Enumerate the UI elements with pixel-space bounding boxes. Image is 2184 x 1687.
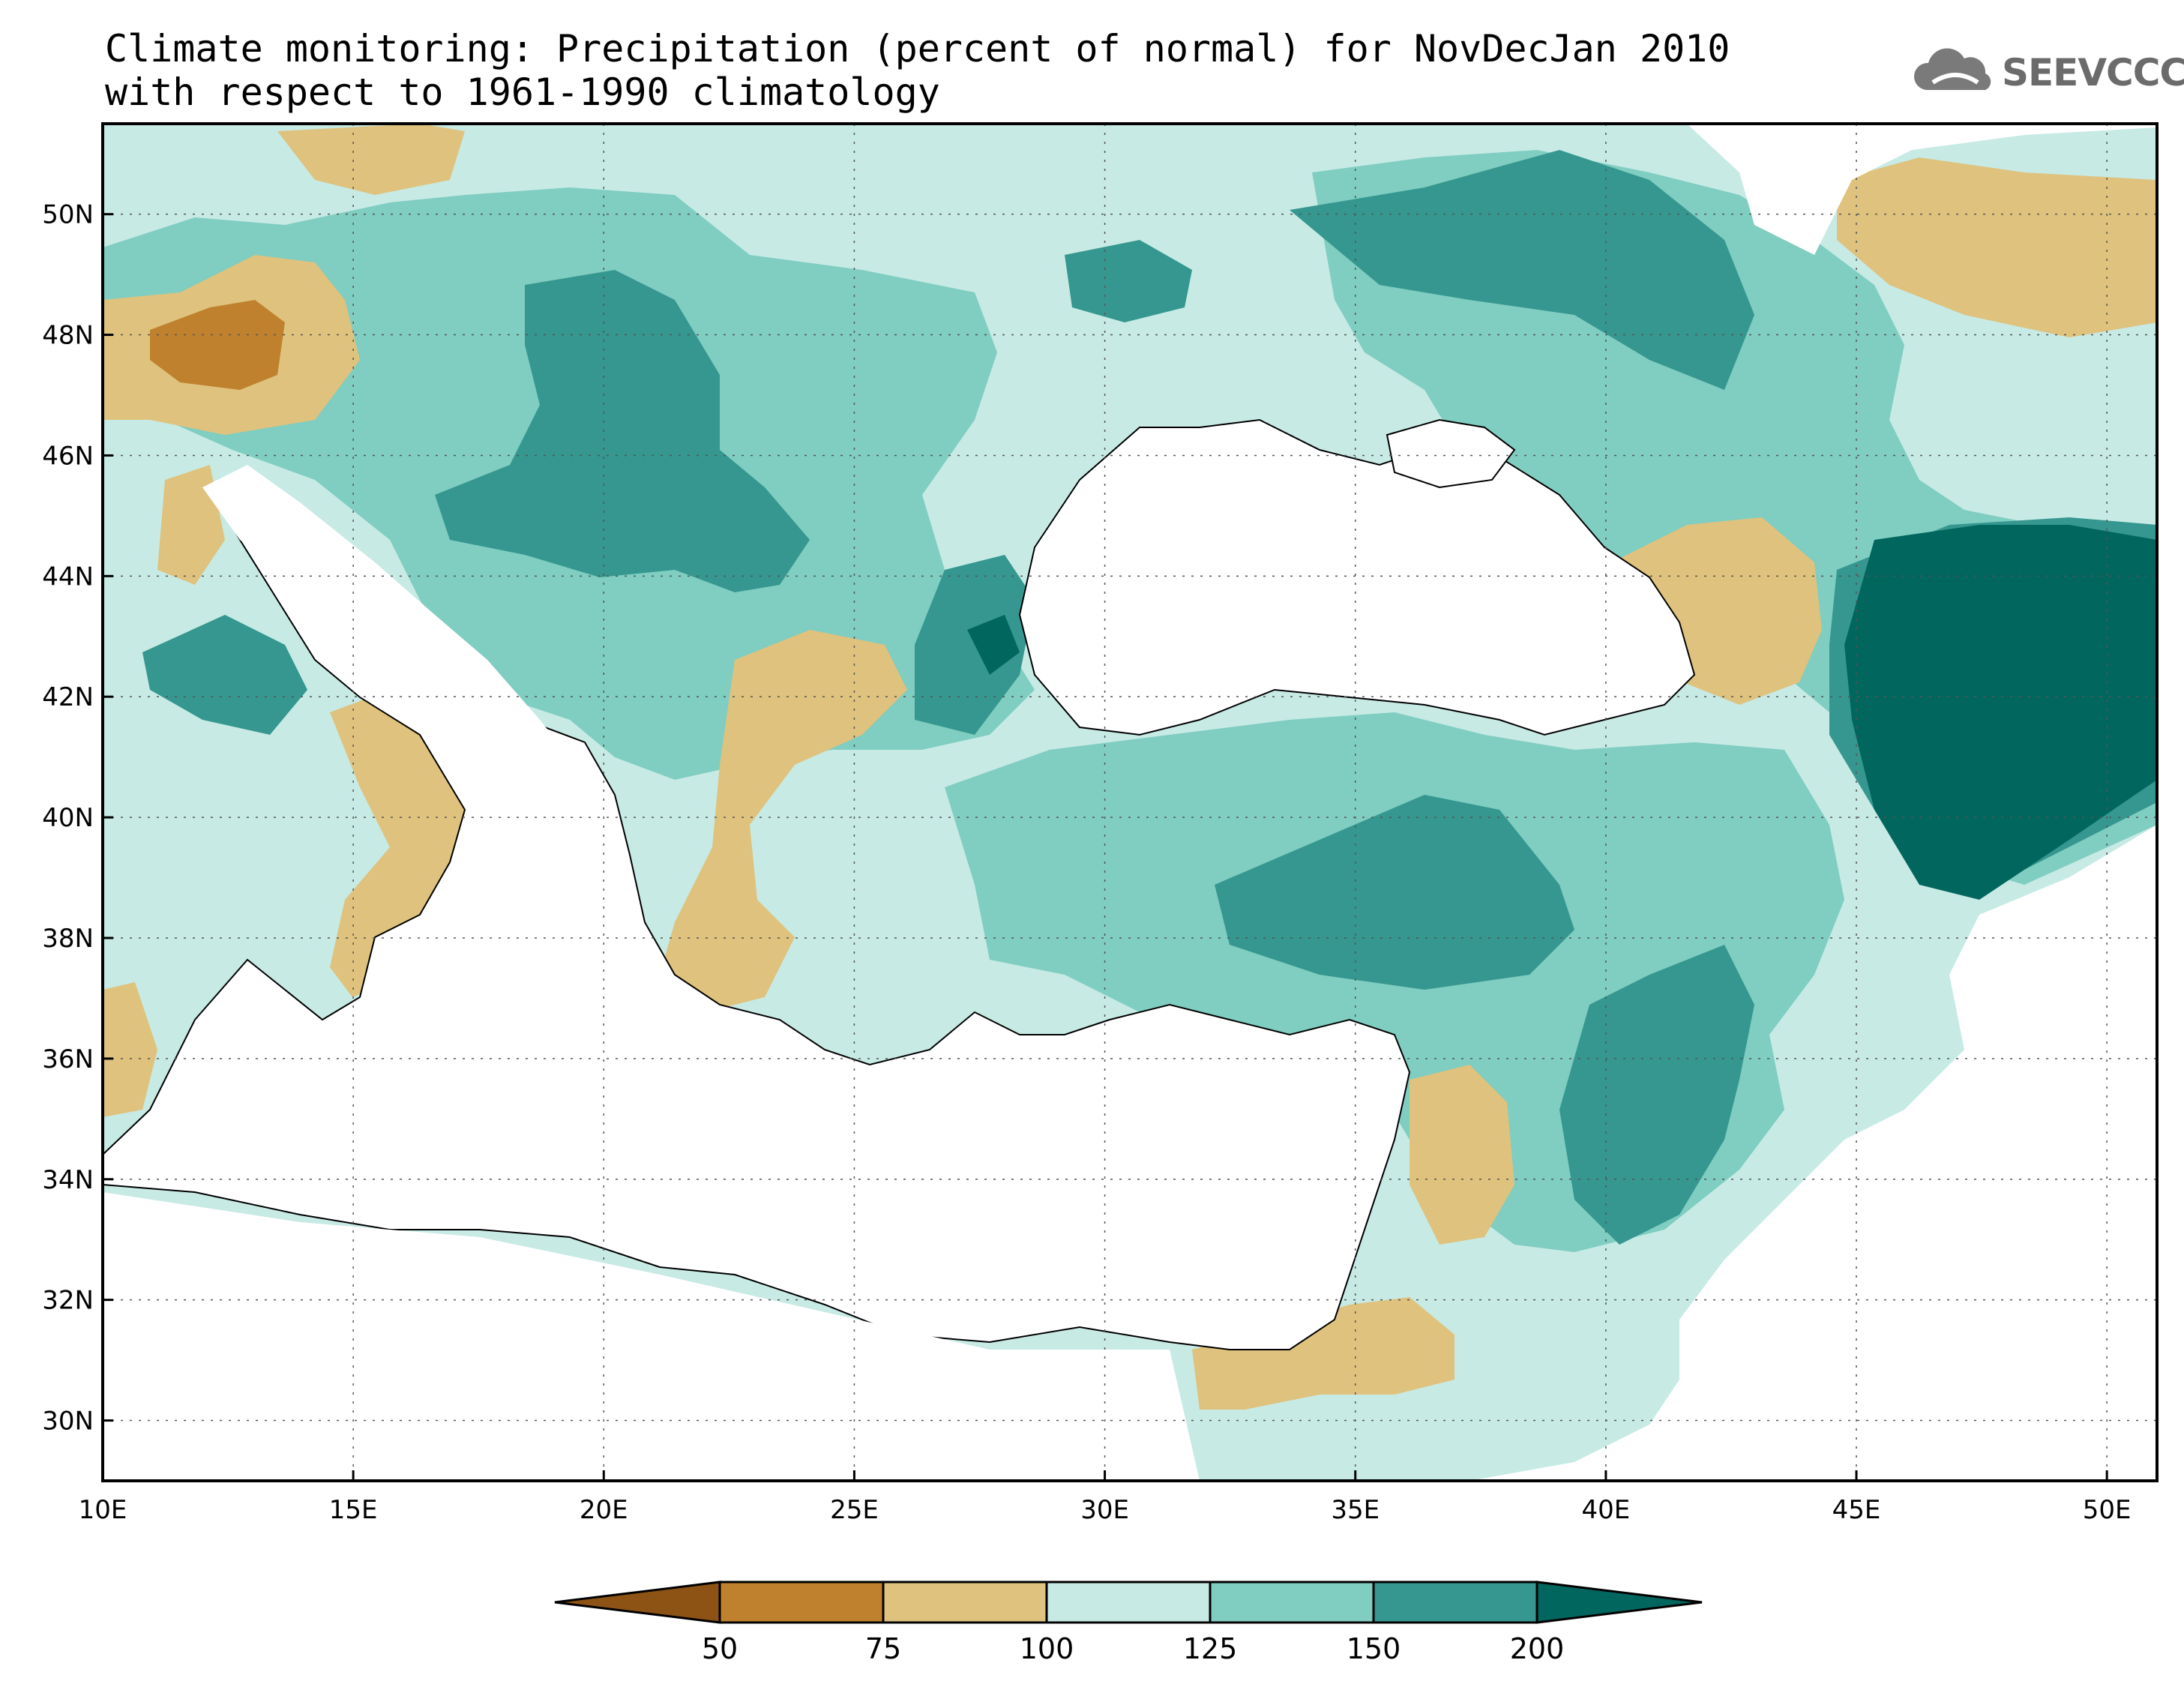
colorbar: 50 75 100 125 150 200 xyxy=(554,1581,1703,1665)
zone-75-100-north-germany xyxy=(277,124,465,195)
zone-50-75-alps xyxy=(150,300,285,390)
zone-125-150-balkans xyxy=(103,187,1035,780)
lon-tick-label: 20E xyxy=(580,1495,628,1525)
logo-text: SEEVCCC xyxy=(2002,51,2184,94)
lat-tick-label: 40N xyxy=(42,803,94,833)
lat-tick-label: 30N xyxy=(42,1407,94,1437)
colorbar-under-triangle xyxy=(554,1581,721,1624)
azov-sea xyxy=(1386,418,1516,489)
zone-150-200-russia xyxy=(1290,150,1754,390)
lat-tick-label: 50N xyxy=(42,200,94,230)
seevccc-logo: SEEVCCC xyxy=(1912,46,2184,99)
cloud-icon xyxy=(1913,48,1991,90)
black-sea xyxy=(1018,418,1696,736)
lat-tick-label: 32N xyxy=(42,1286,94,1316)
lat-tick-label: 34N xyxy=(42,1165,94,1195)
zone-150-200-anatolia xyxy=(1215,795,1574,990)
zone-75-100-s-russia xyxy=(1837,157,2157,337)
lat-tick-label: 48N xyxy=(42,321,94,351)
lat-tick-label: 46N xyxy=(42,441,94,471)
zone-75-100-s-italy xyxy=(330,690,525,997)
zone-75-100-w-mediterranean xyxy=(103,982,157,1117)
map-frame xyxy=(101,122,2159,1482)
zone-75-100-adriatic xyxy=(157,465,225,585)
title-line-2: with respect to 1961-1990 climatology xyxy=(105,70,940,114)
colorbar-segment xyxy=(1372,1581,1538,1624)
lat-tick-label: 44N xyxy=(42,562,94,592)
colorbar-over-triangle xyxy=(1535,1581,1703,1624)
adriatic-sea xyxy=(202,465,570,757)
lat-tick-label: 38N xyxy=(42,924,94,954)
zone-over-200-bulgaria-coast xyxy=(967,615,1020,675)
zone-150-200-syria-iraq xyxy=(1559,945,1754,1245)
colorbar-label: 125 xyxy=(1183,1632,1238,1665)
colorbar-label: 50 xyxy=(702,1632,738,1665)
lon-tick-label: 25E xyxy=(830,1495,879,1525)
lat-axis: 30N 32N 34N 36N 38N 40N 42N 44N 46N 48N 50N xyxy=(42,200,113,1437)
zone-125-150-east xyxy=(1312,150,2157,885)
no-data-region-east xyxy=(1469,825,2157,1481)
colorbar-label: 150 xyxy=(1347,1632,1401,1665)
lat-tick-label: 42N xyxy=(42,682,94,712)
colorbar-label: 100 xyxy=(1020,1632,1074,1665)
lon-tick-label: 35E xyxy=(1331,1495,1380,1525)
lon-tick-label: 10E xyxy=(79,1495,127,1525)
zone-75-100-alps xyxy=(103,255,360,435)
zone-150-200-ukraine xyxy=(1065,240,1192,322)
zone-150-200-pannonia xyxy=(435,270,810,592)
zone-125-150-turkey xyxy=(945,712,1844,1252)
gridlines xyxy=(103,124,2157,1481)
colorbar-label: 75 xyxy=(865,1632,901,1665)
chart-title: Climate monitoring: Precipitation (perce… xyxy=(105,27,1730,114)
lon-tick-label: 30E xyxy=(1080,1495,1129,1525)
lat-tick-label: 36N xyxy=(42,1044,94,1074)
colorbar-segment xyxy=(1209,1581,1375,1624)
mediterranean-sea xyxy=(103,486,1411,1350)
zone-75-100-greece xyxy=(660,630,907,1012)
zone-75-100-sinai xyxy=(1192,1297,1455,1410)
zone-150-200-black-sea-coast xyxy=(915,555,1035,735)
colorbar-segment xyxy=(1045,1581,1212,1624)
title-line-1: Climate monitoring: Precipitation (perce… xyxy=(105,27,1730,70)
lon-tick-label: 50E xyxy=(2083,1495,2132,1525)
lon-tick-label: 15E xyxy=(329,1495,378,1525)
precipitation-field xyxy=(103,124,2157,1481)
zone-75-100-lebanon xyxy=(1410,1065,1514,1245)
field-background xyxy=(103,124,2157,1481)
colorbar-segment xyxy=(718,1581,885,1624)
colorbar-segment xyxy=(882,1581,1048,1624)
zone-75-100-georgia xyxy=(1597,517,1822,705)
zone-150-200-tyrrhenian xyxy=(142,615,307,735)
no-data-region-ne xyxy=(1529,124,2157,255)
lon-axis: 10E 15E 20E 25E 30E 35E 40E 45E 50E xyxy=(79,1470,2132,1525)
lon-tick-label: 45E xyxy=(1832,1495,1881,1525)
zone-150-200-caucasus xyxy=(1829,517,2157,870)
lon-tick-label: 40E xyxy=(1582,1495,1631,1525)
no-data-region-africa xyxy=(103,1192,1200,1481)
colorbar-label: 200 xyxy=(1510,1632,1565,1665)
zone-over-200-caucasus xyxy=(1844,525,2157,900)
